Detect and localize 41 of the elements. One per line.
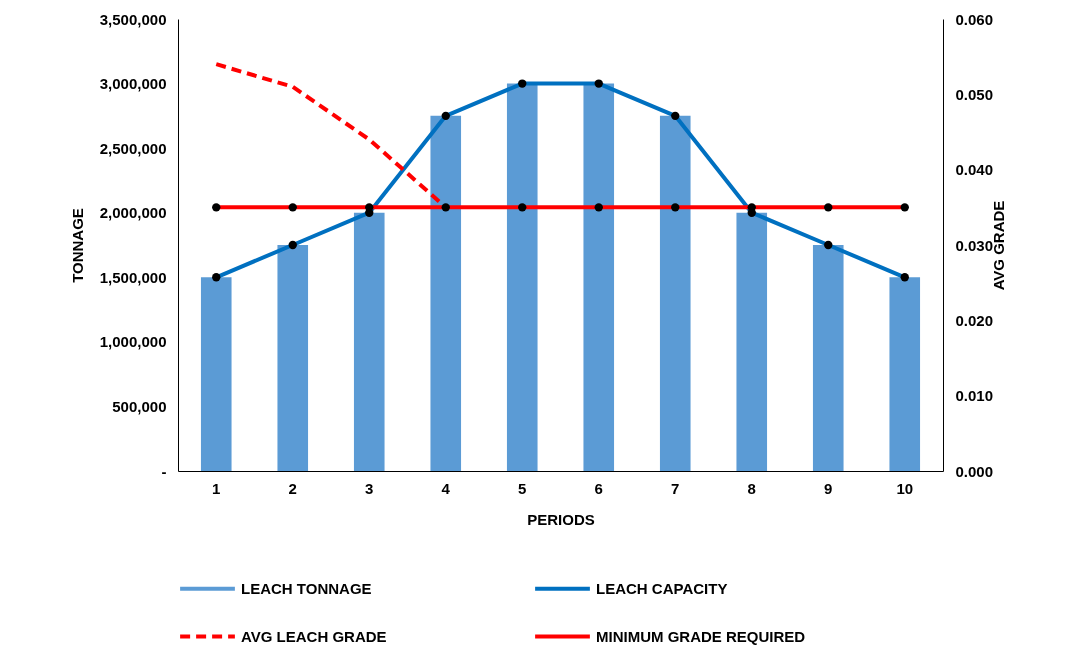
bar bbox=[889, 277, 921, 471]
legend-label: LEACH TONNAGE bbox=[241, 579, 372, 597]
y-tick-label: 500,000 bbox=[112, 397, 167, 415]
y2-tick-label: 0.010 bbox=[955, 387, 994, 405]
bar bbox=[736, 212, 768, 471]
x-axis-title: PERIODS bbox=[527, 510, 595, 528]
y2-tick-label: 0.060 bbox=[955, 10, 994, 28]
x-tick-label: 7 bbox=[671, 479, 680, 497]
x-tick-label: 10 bbox=[896, 479, 914, 497]
bar bbox=[430, 115, 462, 471]
x-tick-label: 5 bbox=[518, 479, 527, 497]
bar bbox=[277, 245, 309, 471]
y2-tick-label: 0.000 bbox=[955, 462, 994, 480]
y-tick-label: 2,500,000 bbox=[99, 139, 167, 157]
x-tick-label: 9 bbox=[824, 479, 833, 497]
y2-tick-label: 0.050 bbox=[955, 85, 994, 103]
y2-tick-label: 0.040 bbox=[955, 161, 994, 179]
y-tick-label: 3,000,000 bbox=[99, 75, 167, 93]
x-tick-label: 1 bbox=[212, 479, 221, 497]
y-axis-title: TONNAGE bbox=[68, 208, 86, 283]
bar bbox=[200, 277, 232, 471]
y-tick-label: 3,500,000 bbox=[99, 10, 167, 28]
legend-label: LEACH CAPACITY bbox=[596, 579, 728, 597]
y-tick-label: 2,000,000 bbox=[99, 204, 167, 222]
legend-label: MINIMUM GRADE REQUIRED bbox=[596, 627, 806, 645]
bar bbox=[659, 115, 691, 471]
legend-label: AVG LEACH GRADE bbox=[241, 627, 387, 645]
y-tick-label: 1,000,000 bbox=[99, 333, 167, 351]
x-tick-label: 2 bbox=[288, 479, 297, 497]
bar bbox=[353, 212, 385, 471]
y2-tick-label: 0.020 bbox=[955, 311, 994, 329]
y-tick-label: - bbox=[161, 462, 167, 480]
x-tick-label: 8 bbox=[747, 479, 756, 497]
x-tick-label: 4 bbox=[441, 479, 451, 497]
bar bbox=[812, 245, 844, 471]
y2-tick-label: 0.030 bbox=[955, 236, 994, 254]
x-tick-label: 6 bbox=[594, 479, 603, 497]
x-tick-label: 3 bbox=[365, 479, 374, 497]
bar bbox=[506, 83, 538, 471]
y-tick-label: 1,500,000 bbox=[99, 268, 167, 286]
bar bbox=[583, 83, 615, 471]
